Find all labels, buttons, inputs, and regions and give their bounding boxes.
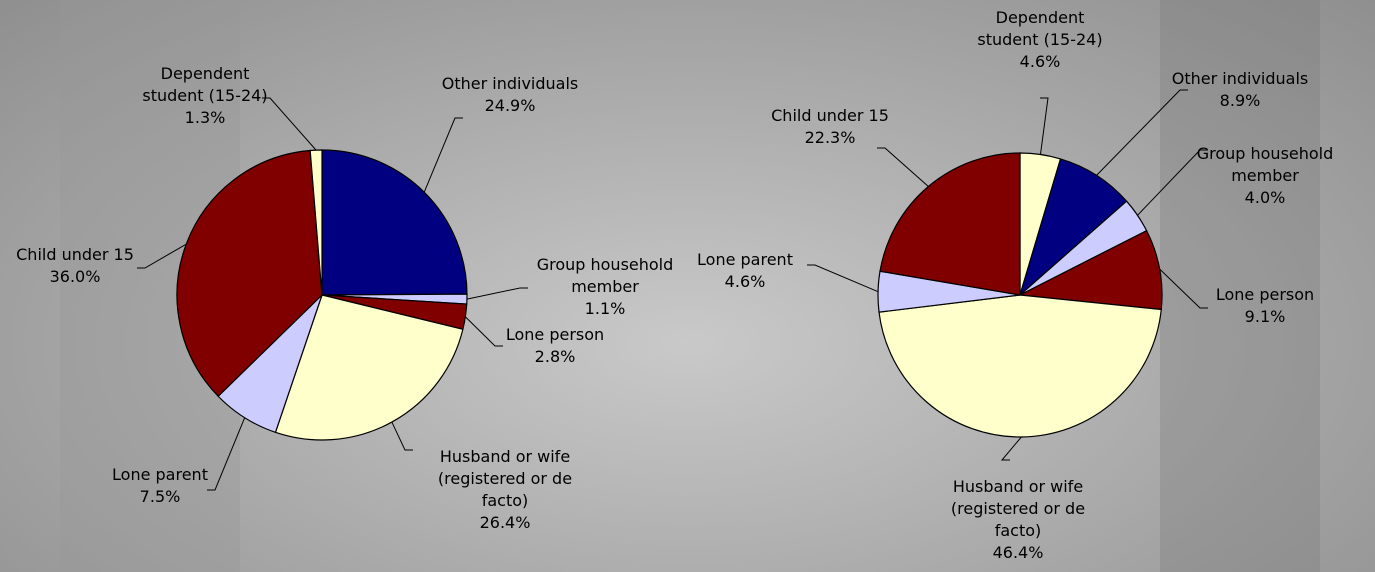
- category-label: Lone person: [1195, 284, 1335, 306]
- leader-line: [877, 148, 928, 187]
- value-label: 4.6%: [670, 271, 820, 293]
- leader-line: [1002, 437, 1021, 460]
- value-label: 4.0%: [1190, 187, 1340, 209]
- value-label: 4.6%: [975, 51, 1105, 73]
- category-label: Dependent student (15-24): [975, 7, 1105, 51]
- value-label: 24.9%: [435, 95, 585, 117]
- slice-label: Husband or wife (registered or de facto)…: [933, 476, 1103, 564]
- value-label: 8.9%: [1160, 90, 1320, 112]
- category-label: Other individuals: [1160, 68, 1320, 90]
- value-label: 9.1%: [1195, 306, 1335, 328]
- pie-slice: [880, 153, 1020, 295]
- value-label: 1.3%: [130, 107, 280, 129]
- value-label: 2.8%: [485, 346, 625, 368]
- value-label: 36.0%: [5, 266, 145, 288]
- slice-label: Husband or wife (registered or de facto)…: [425, 446, 585, 534]
- value-label: 7.5%: [100, 486, 220, 508]
- category-label: Dependent student (15-24): [130, 63, 280, 107]
- value-label: 22.3%: [765, 127, 895, 149]
- value-label: 1.1%: [520, 298, 690, 320]
- value-label: 46.4%: [933, 542, 1103, 564]
- slice-label: Dependent student (15-24)4.6%: [975, 7, 1105, 73]
- leader-line: [424, 118, 463, 192]
- category-label: Lone parent: [100, 464, 220, 486]
- pie-slice: [879, 295, 1161, 437]
- slice-label: Dependent student (15-24)1.3%: [130, 63, 280, 129]
- category-label: Husband or wife (registered or de facto): [933, 476, 1103, 542]
- category-label: Lone person: [485, 324, 625, 346]
- category-label: Husband or wife (registered or de facto): [425, 446, 585, 512]
- category-label: Group household member: [520, 254, 690, 298]
- page: (() => { const data = JSON.parse(documen…: [0, 0, 1375, 572]
- leader-line: [1040, 98, 1048, 154]
- category-label: Other individuals: [435, 73, 585, 95]
- category-label: Group household member: [1190, 143, 1340, 187]
- leader-line: [467, 288, 528, 299]
- pie-slice: [322, 150, 467, 295]
- category-label: Child under 15: [765, 105, 895, 127]
- leader-line: [392, 422, 413, 450]
- category-label: Child under 15: [5, 244, 145, 266]
- value-label: 26.4%: [425, 512, 585, 534]
- category-label: Lone parent: [670, 249, 820, 271]
